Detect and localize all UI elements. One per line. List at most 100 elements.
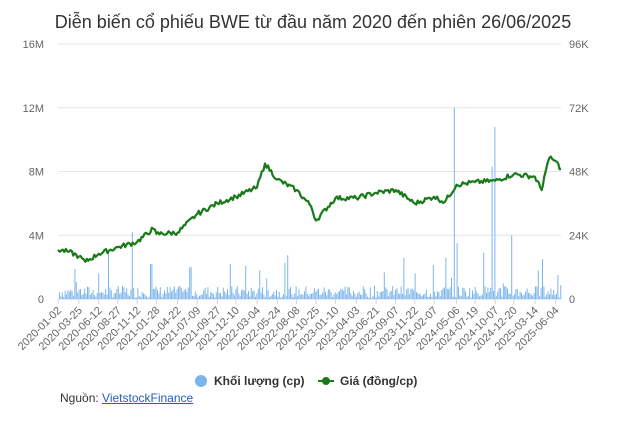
volume-bar [318, 288, 319, 299]
y-right-tick-label: 0 [569, 294, 575, 306]
volume-bar [448, 289, 450, 299]
volume-bar [108, 252, 109, 299]
volume-bar [71, 291, 73, 299]
volume-bar [113, 293, 115, 299]
volume-bar [484, 286, 486, 299]
volume-bar [102, 292, 104, 299]
volume-bar [197, 297, 199, 299]
volume-bar [418, 293, 420, 299]
volume-bar [281, 296, 283, 299]
volume-bar [179, 285, 181, 299]
volume-bar [330, 292, 332, 299]
volume-bar [176, 289, 178, 299]
legend-item-volume[interactable]: Khối lượng (cp) [195, 374, 305, 388]
volume-bar [439, 296, 441, 299]
volume-bar [217, 287, 219, 299]
volume-bar [82, 293, 84, 299]
volume-bar [87, 286, 88, 299]
volume-bar [259, 270, 261, 299]
volume-bar [378, 296, 380, 299]
volume-bar [409, 294, 410, 299]
volume-bar [187, 287, 189, 299]
volume-bar [129, 295, 130, 299]
volume-bar [544, 296, 546, 299]
volume-bar [529, 292, 531, 299]
volume-bar [428, 296, 430, 299]
volume-bar [463, 288, 465, 299]
volume-bar [203, 290, 205, 299]
volume-bar [183, 290, 185, 299]
volume-bar [504, 286, 506, 299]
volume-bar [347, 286, 349, 299]
volume-bar [472, 290, 473, 299]
volume-bar [215, 292, 217, 299]
volume-bar [134, 297, 136, 299]
volume-bar [549, 294, 550, 299]
volume-bar [423, 294, 424, 299]
volume-bar [266, 278, 268, 299]
legend[interactable]: Khối lượng (cp) Giá (đồng/cp) [195, 374, 417, 388]
volume-bar [487, 287, 489, 299]
volume-bar [85, 293, 87, 299]
volume-bar [126, 288, 128, 299]
volume-bar [459, 295, 461, 299]
source-link[interactable]: VietstockFinance [102, 391, 194, 405]
y-axis-right: 0 24K 48K 72K 96K [569, 39, 589, 306]
volume-bar [449, 287, 451, 299]
volume-bar [284, 262, 286, 299]
volume-bar [442, 288, 444, 299]
volume-bar [325, 291, 326, 299]
volume-bar [157, 290, 158, 299]
volume-bar [234, 295, 235, 299]
volume-bar [178, 286, 179, 299]
volume-bar [333, 294, 335, 299]
volume-bar [249, 296, 251, 299]
volume-bar [410, 288, 412, 299]
volume-bar [138, 296, 140, 299]
volume-bar [445, 257, 447, 299]
volume-bar [67, 289, 69, 299]
volume-bar [75, 282, 77, 299]
volume-bar [341, 289, 343, 299]
volume-bar [537, 270, 539, 299]
volume-bar [435, 296, 437, 299]
volume-bar [348, 287, 350, 299]
volume-bar [144, 294, 146, 299]
volume-bar [213, 293, 214, 299]
volume-bar [225, 293, 227, 299]
volume-bar [367, 296, 368, 299]
volume-bar [74, 268, 76, 299]
volume-bar [298, 289, 300, 299]
volume-bar [287, 255, 289, 299]
volume-bar [402, 294, 403, 299]
volume-bar [288, 288, 290, 299]
volume-bar [431, 296, 433, 299]
volume-bar [140, 297, 142, 299]
volume-bar [383, 272, 385, 299]
volume-bar [120, 292, 122, 299]
volume-bar [306, 293, 308, 299]
volume-bar [150, 263, 151, 299]
legend-price-marker [322, 377, 330, 385]
volume-bar [103, 294, 105, 299]
volume-bar [465, 291, 466, 299]
volume-bar [137, 287, 139, 299]
volume-bar [173, 286, 175, 299]
volume-bar [130, 289, 132, 299]
volume-bar [430, 293, 431, 299]
volume-bar [322, 292, 324, 299]
volume-bar [392, 286, 394, 299]
volume-bar [152, 288, 154, 299]
volume-bar [532, 295, 534, 299]
volume-bar [501, 296, 503, 299]
volume-bar [381, 291, 382, 299]
legend-item-price[interactable]: Giá (đồng/cp) [318, 374, 417, 388]
volume-bar [353, 290, 354, 299]
volume-bar [323, 287, 325, 299]
volume-bar [260, 292, 262, 299]
volume-bar [456, 243, 458, 299]
volume-bar [500, 288, 501, 299]
volume-bar [385, 287, 387, 299]
volume-bar [232, 292, 234, 299]
volume-bar [551, 294, 553, 299]
